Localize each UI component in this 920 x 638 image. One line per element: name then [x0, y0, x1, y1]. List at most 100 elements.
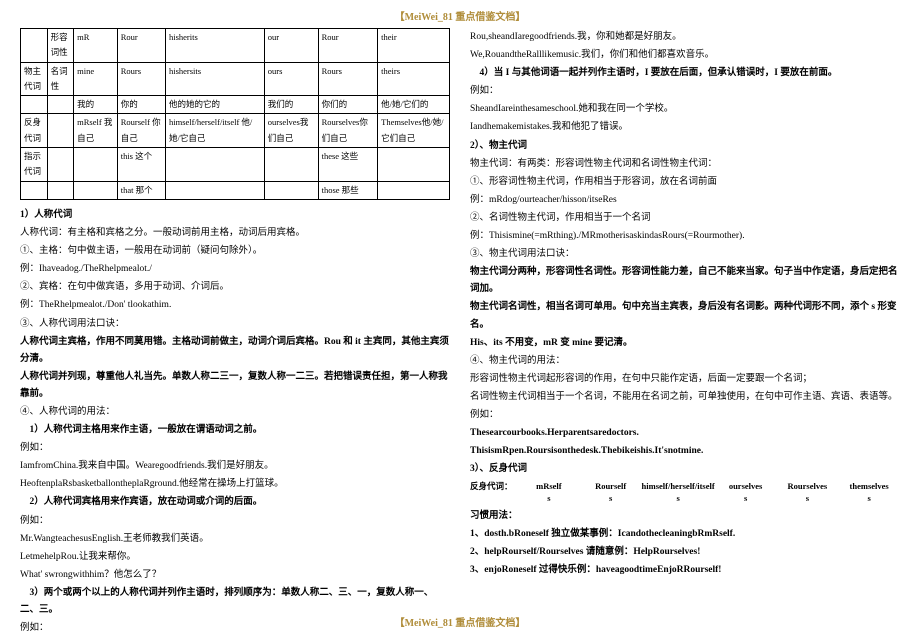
- page-body: 形容词性mRRourhisheritsourRourtheir物主代词名词性mi…: [0, 28, 920, 609]
- text-line: 3、enjoRoneself 过得快乐例：haveagoodtimeEnjoRR…: [470, 562, 900, 579]
- text-line: His、its 不用变，mR 变 mine 要记清。: [470, 335, 900, 352]
- text-line: 人称代词并列现，尊重他人礼当先。单数人称二三一，复数人称一二三。若把错误责任担，…: [20, 369, 450, 403]
- text-line: 例如：: [20, 620, 450, 637]
- text-line: ①、主格：句中做主语，一般用在动词前（疑问句除外）。: [20, 243, 450, 260]
- table-cell: 物主代词: [21, 62, 48, 96]
- table-cell: mR: [74, 29, 118, 63]
- text-line: 例：Ihaveadog./TheRhelpmealot./: [20, 261, 450, 278]
- text-line: 例如：: [20, 513, 450, 530]
- table-cell: our: [264, 29, 318, 63]
- table-cell: 指示代词: [21, 148, 48, 182]
- table-cell: hisherits: [165, 29, 264, 63]
- text-line: 习惯用法：: [470, 508, 900, 525]
- text-line: 3）、反身代词: [470, 461, 900, 478]
- table-cell: [47, 96, 74, 114]
- right-column: Rou,sheandIaregoodfriends.我，你和她都是好朋友。We,…: [470, 28, 900, 609]
- table-cell: those 那些: [318, 181, 378, 199]
- text-line: IamfromChina.我来自中国。Wearegoodfriends.我们是好…: [20, 458, 450, 475]
- table-cell: [264, 148, 318, 182]
- table-cell: Rourself 你自己: [117, 114, 165, 148]
- table-cell: [47, 181, 74, 199]
- table-cell: 你的: [117, 96, 165, 114]
- table-cell: [264, 181, 318, 199]
- table-cell: [47, 148, 74, 182]
- text-line: What' swrongwithhim？他怎么了？: [20, 567, 450, 584]
- table-cell: their: [378, 29, 450, 63]
- text-line: 物主代词名词性，相当名词可单用。句中充当主宾表，身后没有名词影。两种代词形不同，…: [470, 299, 900, 333]
- text-line: ④、人称代词的用法：: [20, 404, 450, 421]
- right-tail: 习惯用法：1、dosth.bRoneself 独立做某事例：Icandothec…: [470, 507, 900, 580]
- right-text: Rou,sheandIaregoodfriends.我，你和她都是好朋友。We,…: [470, 28, 900, 479]
- text-line: ThisismRpen.Roursisonthedesk.Thebikeishi…: [470, 443, 900, 460]
- text-line: 人称代词主宾格，作用不同莫用错。主格动词前做主，动词介词后宾格。Rou 和 it…: [20, 334, 450, 368]
- table-cell: these 这些: [318, 148, 378, 182]
- text-line: 1、dosth.bRoneself 独立做某事例：Icandothecleani…: [470, 526, 900, 543]
- pronoun-table: 形容词性mRRourhisheritsourRourtheir物主代词名词性mi…: [20, 28, 450, 200]
- reflexive-row: 反身代词：mRselfsRourselfshimself/herself/its…: [470, 481, 900, 505]
- text-line: ②、宾格：在句中做宾语，多用于动词、介词后。: [20, 279, 450, 296]
- table-cell: 我的: [74, 96, 118, 114]
- table-cell: Rourselves你们自己: [318, 114, 378, 148]
- table-cell: 他/她/它们的: [378, 96, 450, 114]
- text-line: 人称代词：有主格和宾格之分。一般动词前用主格，动词后用宾格。: [20, 225, 450, 242]
- table-cell: mRself 我自己: [74, 114, 118, 148]
- table-cell: [74, 181, 118, 199]
- text-line: Rou,sheandIaregoodfriends.我，你和她都是好朋友。: [470, 29, 900, 46]
- text-line: HeoftenplaRsbasketballontheplaRground.他经…: [20, 476, 450, 493]
- text-line: ②、名词性物主代词，作用相当于一个名词: [470, 210, 900, 227]
- text-line: 形容词性物主代词起形容词的作用，在句中只能作定语，后面一定要跟一个名词；: [470, 371, 900, 388]
- table-cell: theirs: [378, 62, 450, 96]
- table-cell: [74, 148, 118, 182]
- table-cell: mine: [74, 62, 118, 96]
- table-cell: [378, 148, 450, 182]
- reflexive-cell: ourselvess: [715, 481, 777, 505]
- text-line: SheandIareinthesameschool.她和我在同一个学校。: [470, 101, 900, 118]
- text-line: 名词性物主代词相当于一个名词，不能用在名词之前，可单独使用，在句中可作主语、宾语…: [470, 389, 900, 406]
- table-cell: that 那个: [117, 181, 165, 199]
- table-cell: Rour: [117, 29, 165, 63]
- table-cell: Rour: [318, 29, 378, 63]
- text-line: 3）两个或两个以上的人称代词并列作主语时，排列顺序为：单数人称二、三、一，复数人…: [20, 585, 450, 619]
- reflexive-cell: himself/herself/itselfs: [642, 481, 715, 505]
- reflexive-cell: mRselfs: [518, 481, 580, 505]
- text-line: We,RouandtheRalllikemusic.我们，你们和他们都喜欢音乐。: [470, 47, 900, 64]
- table-cell: [21, 29, 48, 63]
- left-column: 形容词性mRRourhisheritsourRourtheir物主代词名词性mi…: [20, 28, 450, 609]
- text-line: 2）人称代词宾格用来作宾语，放在动词或介词的后面。: [20, 494, 450, 511]
- text-line: ①、形容词性物主代词，作用相当于形容词，放在名词前面: [470, 174, 900, 191]
- text-line: 2、helpRourself/Rourselves 请随意例：HelpRours…: [470, 544, 900, 561]
- table-cell: [21, 96, 48, 114]
- text-line: ③、物主代词用法口诀：: [470, 246, 900, 263]
- reflexive-cell: Rourselfs: [580, 481, 642, 505]
- text-line: Mr.WangteachesusEnglish.王老师教我们英语。: [20, 531, 450, 548]
- reflexive-cell: themselvess: [838, 481, 900, 505]
- table-cell: 我们的: [264, 96, 318, 114]
- text-line: ③、人称代词用法口诀：: [20, 316, 450, 333]
- table-cell: 名词性: [47, 62, 74, 96]
- text-line: 物主代词：有两类：形容词性物主代词和名词性物主代词：: [470, 156, 900, 173]
- table-cell: 你们的: [318, 96, 378, 114]
- text-line: 例如：: [470, 83, 900, 100]
- text-line: 1）人称代词: [20, 207, 450, 224]
- table-cell: [165, 148, 264, 182]
- text-line: LetmehelpRou.让我来帮你。: [20, 549, 450, 566]
- text-line: 例如：: [470, 407, 900, 424]
- text-line: 例：mRdog/ourteacher/hisson/itseRes: [470, 192, 900, 209]
- table-cell: ourselves我们自己: [264, 114, 318, 148]
- table-cell: [378, 181, 450, 199]
- table-cell: Rours: [117, 62, 165, 96]
- table-cell: [21, 181, 48, 199]
- table-cell: 形容词性: [47, 29, 74, 63]
- text-line: 物主代词分两种，形容词性名词性。形容词性能力差，自己不能来当家。句子当中作定语，…: [470, 264, 900, 298]
- text-line: 例：Thisismine(=mRthing)./MRmotherisaskind…: [470, 228, 900, 245]
- text-line: Thesearcourbooks.Herparentsaredoctors.: [470, 425, 900, 442]
- table-cell: Themselves他/她/它们自己: [378, 114, 450, 148]
- text-line: 例：TheRhelpmealot./Don' tlookathim.: [20, 297, 450, 314]
- page-header: 【MeiWei_81 重点借鉴文档】: [0, 8, 920, 23]
- table-cell: Rours: [318, 62, 378, 96]
- text-line: 例如：: [20, 440, 450, 457]
- reflexive-cell: Rourselvess: [776, 481, 838, 505]
- table-cell: 他的她的它的: [165, 96, 264, 114]
- table-cell: ours: [264, 62, 318, 96]
- reflexive-label: 反身代词：: [470, 481, 518, 505]
